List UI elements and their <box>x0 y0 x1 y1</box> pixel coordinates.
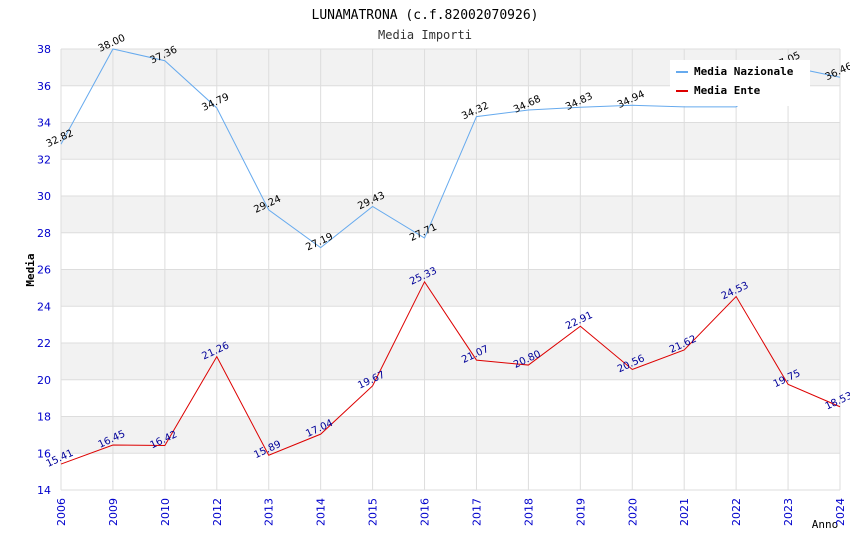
x-tick-label: 2015 <box>367 498 380 526</box>
grid-band <box>61 232 840 270</box>
y-tick-label: 16 <box>37 447 51 460</box>
series-line-media-nazionale <box>60 48 841 249</box>
legend: Media Nazionale Media Ente <box>670 60 810 106</box>
x-tick-label: 2013 <box>263 498 276 526</box>
y-tick-label: 24 <box>37 300 51 313</box>
x-tick-label: 2014 <box>315 498 328 526</box>
x-tick-label: 2012 <box>211 498 224 526</box>
x-tick-label: 2018 <box>522 498 535 526</box>
x-tick-label: 2024 <box>834 498 847 526</box>
grid-band <box>61 343 840 380</box>
x-tick-label: 2021 <box>678 498 691 526</box>
legend-label-media-ente: Media Ente <box>694 84 761 97</box>
y-tick-label: 20 <box>37 374 51 387</box>
grid-bands <box>61 49 840 490</box>
x-tick-label: 2010 <box>159 498 172 526</box>
grid-band <box>61 379 840 417</box>
x-tick-label: 2019 <box>574 498 587 526</box>
y-tick-label: 26 <box>37 264 51 277</box>
chart-subtitle: Media Importi <box>378 28 472 42</box>
grid-band <box>61 196 840 233</box>
x-tick-label: 2009 <box>107 498 120 526</box>
y-tick-label: 38 <box>37 43 51 56</box>
y-tick-label: 22 <box>37 337 51 350</box>
x-tick-label: 2023 <box>782 498 795 526</box>
series-line-media-ente <box>60 280 841 465</box>
legend-box <box>670 60 810 106</box>
chart-title: LUNAMATRONA (c.f.82002070926) <box>312 8 539 23</box>
y-tick-label: 14 <box>37 484 51 497</box>
x-axis-ticks: 2006 2009 2010 2012 2013 2014 2015 2016 2017 2018… <box>55 498 847 526</box>
y-tick-label: 36 <box>37 80 51 93</box>
y-tick-label: 28 <box>37 227 51 240</box>
x-tick-label: 2006 <box>55 498 68 526</box>
grid-band <box>61 453 840 490</box>
x-tick-label: 2020 <box>626 498 639 526</box>
grid-band <box>61 306 840 343</box>
legend-label-media-nazionale: Media Nazionale <box>694 65 794 78</box>
y-tick-label: 34 <box>37 117 51 130</box>
grid-lines <box>60 48 841 491</box>
x-tick-label: 2017 <box>470 498 483 526</box>
x-tick-label: 2016 <box>419 498 432 526</box>
grid-band <box>61 122 840 160</box>
grid-band <box>61 269 840 307</box>
x-axis-label: Anno <box>812 518 839 531</box>
y-tick-label: 18 <box>37 411 51 424</box>
y-axis-ticks: 14 16 18 20 22 24 26 28 30 32 34 36 38 <box>37 43 51 497</box>
x-tick-label: 2022 <box>730 498 743 526</box>
y-tick-label: 32 <box>37 153 51 166</box>
y-tick-label: 30 <box>37 190 51 203</box>
y-axis-label: Media <box>24 253 37 286</box>
grid-band <box>61 416 840 454</box>
series-lines <box>60 48 841 465</box>
